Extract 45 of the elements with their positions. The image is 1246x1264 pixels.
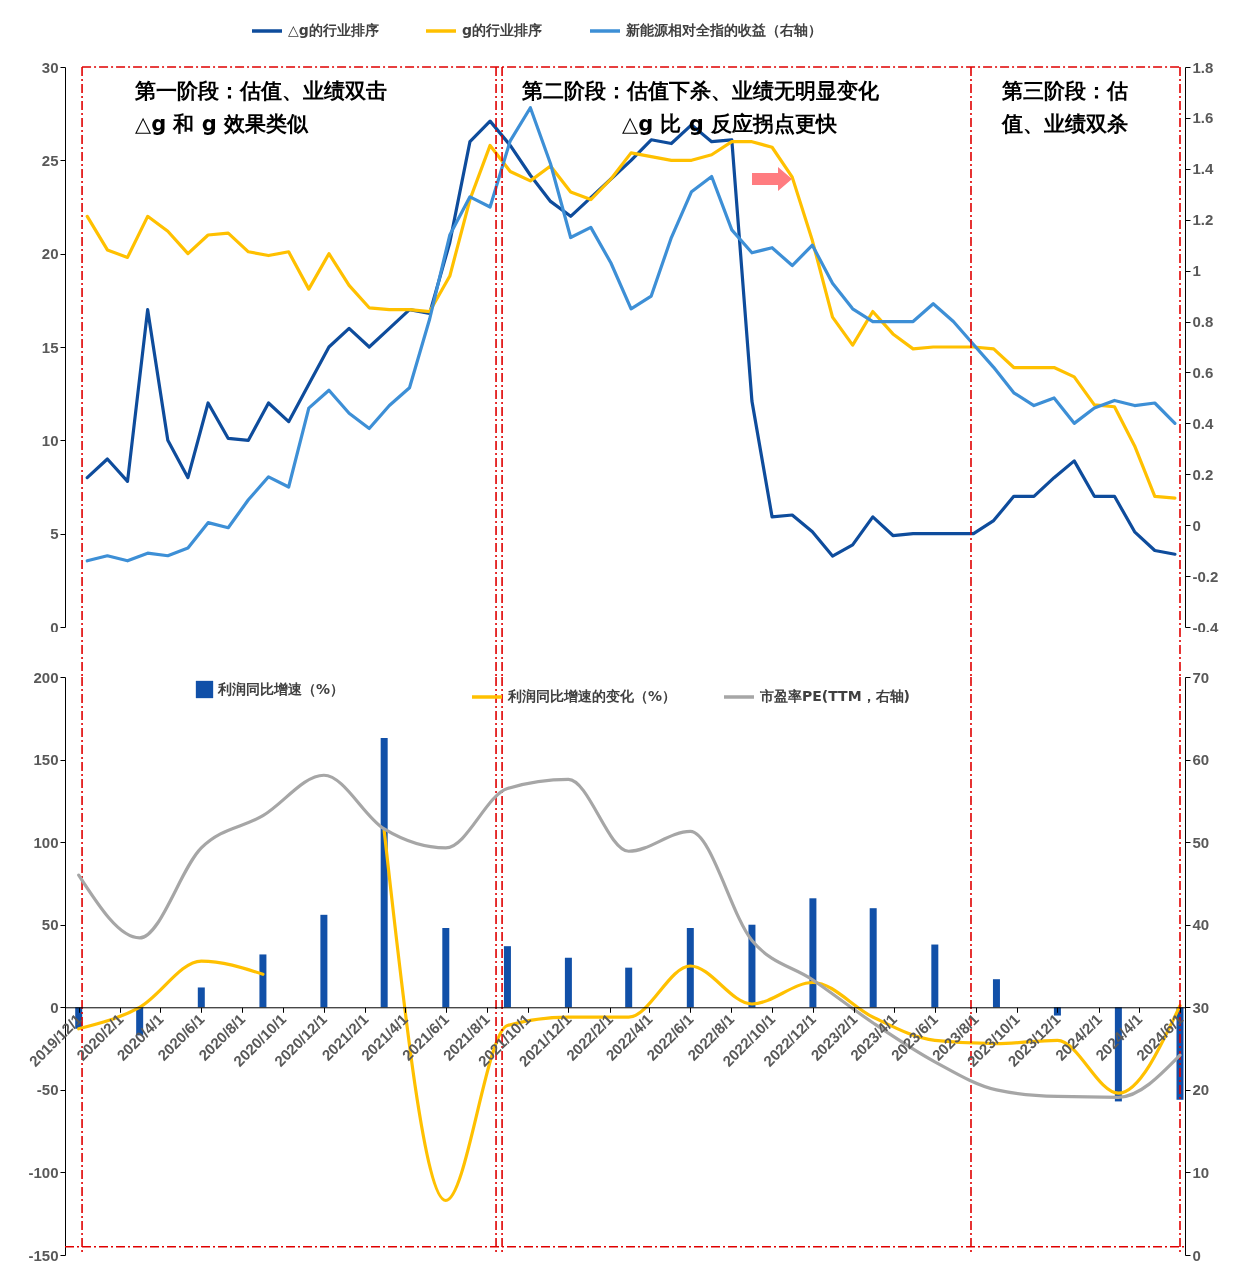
- y2-tick-label: 60: [1192, 751, 1210, 769]
- y2-tick-label: 0.8: [1192, 313, 1214, 331]
- annotation: 第一阶段：估值、业绩双击: [135, 78, 387, 105]
- y2-tick-label: 50: [1192, 833, 1210, 851]
- annotation: △g 和 g 效果类似: [135, 111, 309, 138]
- legend-label: △g的行业排序: [288, 22, 379, 38]
- legend-label: g的行业排序: [462, 22, 543, 38]
- legend-label: 市盈率PE(TTM，右轴): [759, 688, 910, 704]
- y-tick-label: 150: [33, 751, 59, 769]
- y2-tick-label: 1.4: [1192, 160, 1215, 178]
- y2-tick-label: 1.2: [1192, 211, 1214, 229]
- legend-label: 利润同比增速的变化（%）: [507, 688, 677, 704]
- y2-tick-label: 40: [1192, 916, 1210, 934]
- y-tick-label: 20: [41, 245, 59, 263]
- y2-tick-label: 30: [1192, 998, 1210, 1016]
- legend-label: 利润同比增速（%）: [217, 680, 345, 697]
- y2-tick-label: 1.6: [1192, 109, 1214, 127]
- y2-tick-label: 0.6: [1192, 363, 1214, 381]
- y-tick-label: 15: [41, 338, 59, 356]
- y2-tick-label: 70: [1192, 668, 1210, 686]
- y2-tick-label: -0.4: [1192, 618, 1219, 636]
- y-tick-label: 0: [50, 998, 59, 1016]
- y2-tick-label: 1: [1192, 262, 1201, 280]
- y-tick-label: 30: [41, 58, 59, 76]
- y2-tick-label: 0.2: [1192, 465, 1214, 483]
- y-tick-label: 0: [50, 618, 59, 636]
- y2-tick-label: 0.4: [1192, 414, 1215, 432]
- y2-tick-label: -0.2: [1192, 567, 1219, 585]
- y-tick-label: 25: [41, 151, 59, 169]
- y-tick-label: -150: [28, 1246, 59, 1264]
- y2-tick-label: 0: [1192, 516, 1201, 534]
- y-tick-label: 50: [41, 916, 59, 934]
- y2-tick-label: 1.8: [1192, 58, 1214, 76]
- annotation: 第三阶段：估值、业绩双杀: [1002, 78, 1129, 138]
- y-tick-label: -50: [36, 1081, 59, 1099]
- y-tick-label: 10: [41, 431, 59, 449]
- y-tick-label: 100: [33, 833, 59, 851]
- y-tick-label: 200: [33, 668, 59, 686]
- y-tick-label: 5: [50, 525, 59, 543]
- y2-tick-label: 0: [1192, 1246, 1201, 1264]
- y2-tick-label: 10: [1192, 1163, 1210, 1181]
- legend-label: 新能源相对全指的收益（右轴）: [625, 22, 822, 38]
- y2-tick-label: 20: [1192, 1081, 1210, 1099]
- y-tick-label: -100: [28, 1163, 59, 1181]
- annotation: 第二阶段：估值下杀、业绩无明显变化: [522, 78, 879, 105]
